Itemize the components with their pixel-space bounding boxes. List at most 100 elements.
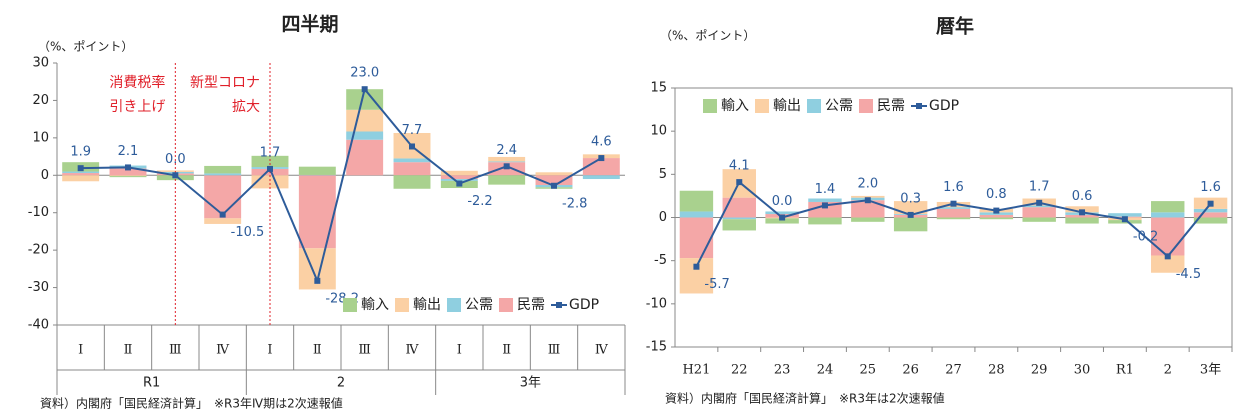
- x-tick-label: 24: [817, 363, 834, 378]
- gdp-marker: [219, 211, 226, 218]
- value-label: 0.0: [772, 194, 793, 209]
- legend-label: 輸出: [413, 297, 441, 313]
- bar-segment: [535, 175, 573, 186]
- legend-swatch: [916, 103, 922, 109]
- gdp-marker: [125, 164, 131, 171]
- bar-segment: [851, 195, 885, 198]
- bar-segment: [808, 201, 842, 218]
- bar-segment: [1151, 255, 1185, 273]
- value-label: -5.7: [704, 277, 729, 292]
- bar-segment: [535, 172, 573, 176]
- x-tick-label: Ⅲ: [548, 343, 561, 358]
- footnote: 資料）内閣府「国民経済計算」 ※R3年は2次速報値: [665, 391, 945, 406]
- x-tick-label: Ⅳ: [595, 343, 609, 358]
- bar-segment: [109, 168, 147, 176]
- value-label: 4.6: [591, 135, 612, 150]
- y-tick-label: 20: [32, 93, 49, 108]
- x-tick-label: H21: [682, 363, 710, 378]
- gdp-marker: [1036, 199, 1043, 206]
- bar-segment: [979, 212, 1014, 215]
- gdp-marker: [864, 197, 871, 204]
- gdp-marker: [314, 277, 321, 284]
- annotation-text: 引き上げ: [109, 99, 165, 115]
- x-tick-label: Ⅱ: [124, 343, 133, 358]
- legend-label: GDP: [929, 98, 959, 114]
- legend-swatch: [703, 99, 717, 113]
- x-tick-label: Ⅱ: [502, 343, 511, 358]
- bar-segment: [808, 217, 842, 225]
- gdp-marker: [950, 200, 957, 207]
- legend-swatch: [556, 302, 562, 308]
- bar-segment: [979, 214, 1014, 218]
- x-tick-label: Ⅱ: [313, 343, 322, 358]
- bar-segment: [765, 211, 799, 215]
- gdp-marker: [503, 163, 510, 170]
- gdp-marker: [409, 143, 415, 150]
- bar-segment: [440, 179, 478, 181]
- legend-label: GDP: [569, 297, 599, 313]
- value-label: 1.4: [815, 182, 836, 197]
- bar-segment: [851, 200, 885, 218]
- chart-title: 暦年: [936, 15, 974, 38]
- legend-swatch: [807, 99, 821, 113]
- bar-segment: [109, 176, 147, 178]
- gdp-marker: [1207, 200, 1214, 207]
- gdp-marker: [693, 263, 700, 270]
- bar-segment: [936, 207, 971, 209]
- value-label: 0.6: [1072, 189, 1093, 204]
- bar-segment: [722, 197, 756, 218]
- x-tick-label: 23: [774, 363, 791, 378]
- value-label: 1.9: [70, 145, 91, 160]
- bar-segment: [765, 218, 799, 224]
- value-label: 4.1: [729, 159, 750, 174]
- bar-segment: [679, 217, 714, 259]
- group-label: 3年: [520, 376, 541, 391]
- y-tick-label: 10: [32, 130, 49, 145]
- bar-segment: [1065, 206, 1099, 213]
- x-tick-label: Ⅰ: [78, 343, 83, 358]
- gdp-marker: [1079, 209, 1086, 216]
- bar-segment: [251, 155, 289, 168]
- value-label: -0.2: [1133, 230, 1158, 245]
- bar-segment: [722, 217, 756, 220]
- bar-segment: [1108, 213, 1142, 217]
- value-label: 2.0: [857, 177, 878, 192]
- bar-segment: [582, 175, 620, 180]
- gdp-marker: [993, 207, 1000, 214]
- bar-segment: [1022, 217, 1056, 222]
- bar-segment: [204, 218, 242, 224]
- value-label: 7.7: [402, 123, 423, 138]
- gdp-marker: [598, 155, 605, 162]
- y-tick-label: -10: [646, 296, 667, 311]
- value-label: 1.7: [1029, 179, 1050, 194]
- bar-segment: [679, 190, 714, 212]
- bar-segment: [393, 175, 431, 189]
- x-tick-label: Ⅲ: [169, 343, 182, 358]
- bar-segment: [440, 175, 478, 180]
- bar-segment: [488, 175, 526, 185]
- bar-segment: [204, 165, 242, 174]
- legend-swatch: [755, 99, 769, 113]
- x-tick-label: 27: [945, 363, 962, 378]
- value-label: 0.8: [986, 187, 1007, 202]
- y-tick-label: -40: [28, 318, 49, 333]
- bar-segment: [109, 175, 147, 177]
- value-label: 23.0: [350, 66, 379, 81]
- y-tick-label: 0: [41, 168, 49, 183]
- x-tick-label: Ⅰ: [267, 343, 272, 358]
- legend-label: 輸出: [773, 98, 801, 114]
- bar-segment: [346, 109, 384, 132]
- x-tick-label: R1: [1116, 363, 1134, 378]
- bar-segment: [346, 131, 384, 140]
- gdp-marker: [736, 179, 743, 186]
- bar-segment: [346, 139, 384, 176]
- bar-segment: [893, 201, 928, 215]
- legend-label: 公需: [825, 98, 853, 114]
- bar-segment: [204, 175, 242, 219]
- legend-swatch: [859, 99, 873, 113]
- value-label: -10.5: [231, 225, 265, 240]
- bar-segment: [62, 175, 100, 182]
- legend-swatch: [343, 298, 357, 312]
- annotation-text: 消費税率: [109, 74, 165, 91]
- gdp-marker: [551, 182, 557, 189]
